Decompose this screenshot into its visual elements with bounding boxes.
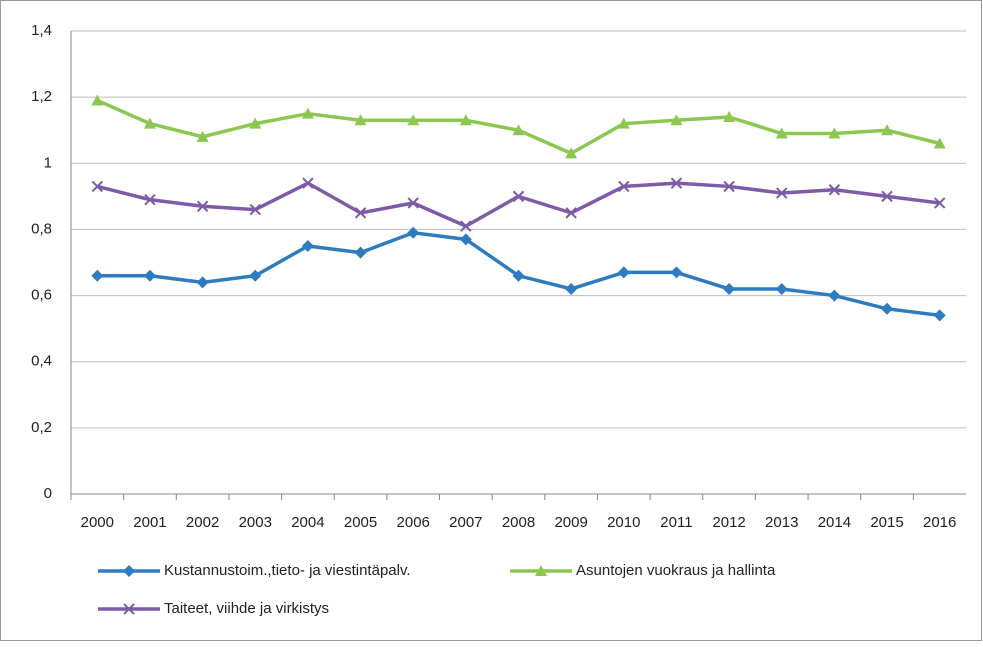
- point-marker: [881, 302, 894, 315]
- y-tick-label: 0,4: [31, 353, 52, 370]
- point-marker: [354, 114, 367, 126]
- legend-marker: [123, 603, 135, 615]
- point-marker: [196, 276, 209, 289]
- point-marker: [143, 269, 156, 282]
- point-marker: [775, 127, 788, 139]
- point-marker: [512, 269, 525, 282]
- point-marker: [144, 193, 156, 206]
- x-tick-label: 2016: [923, 514, 956, 531]
- x-tick-label: 2000: [81, 514, 114, 531]
- point-marker: [249, 269, 262, 282]
- point-marker: [933, 309, 946, 322]
- point-marker: [354, 246, 367, 259]
- point-marker: [512, 124, 525, 136]
- point-marker: [618, 180, 630, 193]
- x-tick-label: 2005: [344, 514, 377, 531]
- point-marker: [670, 266, 683, 279]
- y-tick-label: 0,2: [31, 419, 52, 436]
- point-marker: [249, 203, 261, 216]
- point-marker: [196, 200, 209, 212]
- y-tick-label: 1,4: [31, 22, 52, 39]
- x-tick-label: 2008: [502, 514, 535, 531]
- legend-marker: [535, 565, 547, 576]
- point-marker: [302, 177, 314, 189]
- point-marker: [91, 94, 104, 106]
- legend-label: Asuntojen vuokraus ja hallinta: [576, 562, 776, 579]
- legend-label: Kustannustoim.,tieto- ja viestintäpalv.: [164, 562, 411, 579]
- x-tick-label: 2013: [765, 514, 798, 531]
- y-tick-label: 1,2: [31, 88, 52, 105]
- point-marker: [723, 110, 736, 122]
- point-marker: [249, 117, 262, 129]
- point-marker: [933, 137, 946, 149]
- x-tick-label: 2015: [870, 514, 903, 531]
- point-marker: [407, 197, 419, 209]
- point-marker: [459, 233, 472, 246]
- x-tick-label: 2011: [660, 514, 692, 531]
- point-marker: [512, 190, 525, 203]
- x-tick-label: 2006: [397, 514, 430, 531]
- point-marker: [617, 117, 630, 129]
- point-marker: [828, 289, 841, 302]
- legend-label: Taiteet, viihde ja virkistys: [164, 600, 329, 617]
- point-marker: [91, 180, 104, 193]
- x-tick-label: 2010: [607, 514, 640, 531]
- point-marker: [196, 130, 209, 142]
- point-marker: [933, 197, 946, 209]
- point-marker: [565, 207, 577, 219]
- point-marker: [565, 147, 578, 159]
- x-tick-label: 2012: [712, 514, 745, 531]
- point-marker: [301, 239, 314, 252]
- y-tick-label: 0,8: [31, 220, 52, 237]
- point-marker: [723, 180, 735, 193]
- point-marker: [460, 220, 472, 232]
- point-marker: [565, 282, 578, 295]
- point-marker: [881, 190, 893, 203]
- point-marker: [881, 124, 894, 136]
- y-tick-label: 1: [44, 154, 52, 171]
- point-marker: [617, 266, 630, 279]
- x-tick-label: 2014: [818, 514, 851, 531]
- point-marker: [91, 269, 104, 282]
- point-marker: [354, 207, 367, 219]
- x-tick-label: 2007: [449, 514, 482, 531]
- y-tick-label: 0: [44, 485, 52, 502]
- x-tick-label: 2002: [186, 514, 219, 531]
- point-marker: [407, 226, 420, 239]
- x-tick-label: 2009: [554, 514, 587, 531]
- point-marker: [407, 114, 420, 126]
- x-tick-label: 2004: [291, 514, 324, 531]
- point-marker: [775, 282, 788, 295]
- point-marker: [828, 184, 841, 196]
- point-marker: [723, 282, 736, 295]
- x-tick-label: 2003: [239, 514, 272, 531]
- x-tick-label: 2001: [133, 514, 166, 531]
- point-marker: [670, 177, 683, 189]
- point-marker: [776, 187, 788, 199]
- point-marker: [828, 127, 841, 139]
- y-tick-label: 0,6: [31, 287, 52, 304]
- point-marker: [459, 114, 472, 126]
- point-marker: [670, 114, 683, 126]
- point-marker: [301, 107, 314, 119]
- point-marker: [143, 117, 156, 129]
- legend-marker: [123, 565, 135, 577]
